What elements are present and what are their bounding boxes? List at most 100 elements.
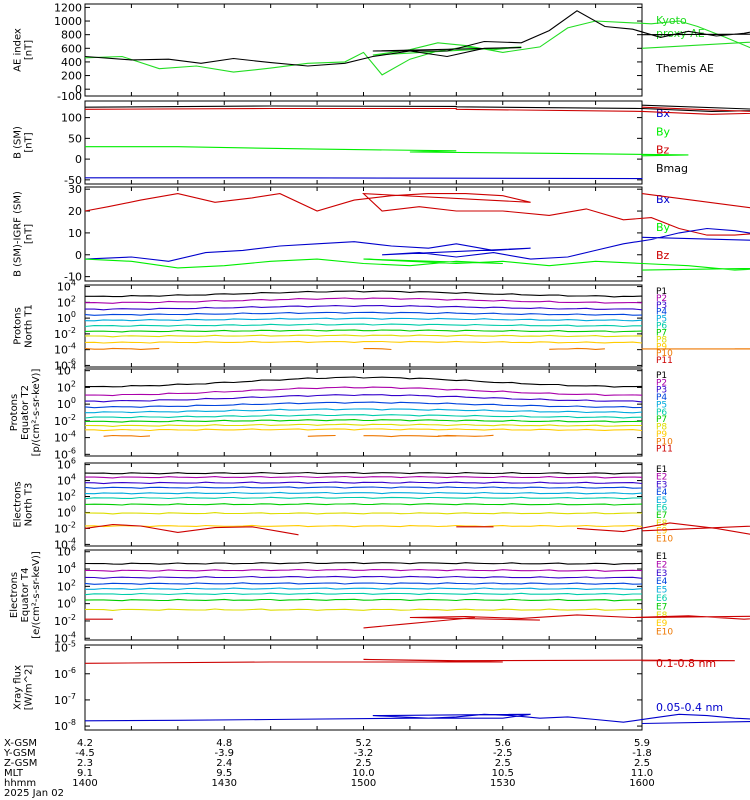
x-axis-value: -1.8 bbox=[632, 748, 652, 759]
date-label: 2025 Jan 02 bbox=[4, 788, 64, 799]
legend-entry: E9 bbox=[656, 527, 668, 537]
series-channel-2 bbox=[84, 297, 643, 304]
legend-entry: By bbox=[656, 221, 671, 234]
y-axis-label: Protons bbox=[13, 307, 24, 344]
y-tick-label: 600 bbox=[61, 42, 82, 55]
y-tick-label: 10 bbox=[68, 227, 82, 240]
x-axis-row-label: X-GSM bbox=[4, 738, 37, 749]
x-axis-value: 4.2 bbox=[77, 738, 93, 749]
panel-bigrf: -10 0 10 20 30 B (SM)-IGRF (SM) [nT] Bx By Bz bbox=[13, 183, 750, 284]
legend-entry: P6 bbox=[656, 322, 667, 332]
legend-entry: By bbox=[656, 125, 671, 138]
legend-entry: P6 bbox=[656, 408, 667, 418]
legend-entry: E4 bbox=[656, 488, 668, 498]
y-tick-label: 100 bbox=[57, 596, 76, 611]
series-channel-2 bbox=[85, 568, 643, 572]
y-axis-label: Electrons bbox=[13, 481, 24, 527]
y-axis-label: North T1 bbox=[24, 304, 35, 348]
y-axis-label: [nT] bbox=[24, 40, 35, 60]
series-themis-ae bbox=[84, 10, 750, 67]
legend-entry: E3 bbox=[656, 569, 667, 579]
series-channel-2 bbox=[85, 475, 643, 479]
panel-xray: 10-8 10-7 10-6 10-5 Xray flux [W/m^2] 0.1-0.8 … bbox=[13, 640, 750, 733]
y-axis-label: [W/m^2] bbox=[24, 665, 35, 711]
legend-entry: P5 bbox=[656, 315, 667, 325]
x-axis-value: 5.2 bbox=[356, 738, 372, 749]
legend-entry: P2 bbox=[656, 294, 667, 304]
y-tick-label: 10-2 bbox=[54, 326, 76, 341]
legend-entry: E2 bbox=[656, 560, 667, 570]
series-channel-10 bbox=[576, 522, 750, 535]
x-axis-value: 1500 bbox=[351, 778, 376, 789]
series-dbx bbox=[84, 227, 750, 262]
x-axis-value: 1430 bbox=[212, 778, 237, 789]
x-axis-row-label: MLT bbox=[4, 768, 24, 779]
y-tick-label: 100 bbox=[57, 504, 76, 519]
series-channel-1 bbox=[85, 376, 643, 388]
y-axis-label: North T3 bbox=[24, 483, 35, 527]
series-channel-10 bbox=[84, 347, 160, 350]
x-axis-value: -3.2 bbox=[354, 748, 374, 759]
series-channel-6 bbox=[84, 414, 643, 419]
y-tick-label: 1200 bbox=[54, 1, 82, 14]
legend-entry: P7 bbox=[656, 328, 667, 338]
series-bz bbox=[84, 106, 750, 115]
legend-entry: P3 bbox=[656, 301, 667, 311]
y-tick-label: 20 bbox=[68, 205, 82, 218]
x-axis-value: 5.9 bbox=[634, 738, 650, 749]
y-tick-label: 0 bbox=[75, 83, 82, 96]
legend-entry: P9 bbox=[656, 342, 667, 352]
y-tick-label: 104 bbox=[57, 473, 76, 488]
series-kyoto-proxy-ae bbox=[84, 20, 750, 76]
y-tick-label: 100 bbox=[57, 396, 76, 411]
legend-entry: P3 bbox=[656, 386, 667, 396]
series-channel-8 bbox=[84, 608, 642, 611]
y-tick-label: 400 bbox=[61, 56, 82, 69]
legend-entry: 0.05-0.4 nm bbox=[656, 701, 723, 714]
series-channel-7 bbox=[84, 598, 643, 602]
legend-entry: E1 bbox=[656, 465, 667, 475]
series-bx bbox=[85, 177, 643, 180]
y-tick-label: 10-4 bbox=[54, 430, 76, 445]
series-channel-7 bbox=[84, 419, 643, 423]
legend-entry: Bmag bbox=[656, 162, 688, 175]
y-tick-label: 106 bbox=[57, 457, 76, 472]
legend-entry: E7 bbox=[656, 511, 667, 521]
series-channel-8 bbox=[84, 334, 643, 338]
y-tick-label: 30 bbox=[68, 183, 82, 196]
x-axis-row-label: Y-GSM bbox=[3, 748, 36, 759]
legend-entry: E8 bbox=[656, 611, 668, 621]
x-axis-value: 5.6 bbox=[495, 738, 511, 749]
series-channel-9 bbox=[84, 524, 643, 528]
y-axis-label: B (SM)-IGRF (SM) bbox=[13, 191, 24, 277]
legend-entry: P7 bbox=[656, 415, 667, 425]
series-channel-7 bbox=[84, 503, 643, 506]
series-channel-10 bbox=[363, 348, 392, 351]
series-channel-1 bbox=[84, 561, 643, 565]
legend-entry: Bx bbox=[656, 107, 671, 120]
series-channel-3 bbox=[84, 575, 643, 579]
y-axis-label: Equator T4 bbox=[20, 568, 31, 623]
y-tick-label: 10-2 bbox=[54, 413, 76, 428]
legend-entry: E5 bbox=[656, 586, 667, 596]
series-channel-10 bbox=[307, 434, 336, 437]
panel-bsm: -50 0 50 100 B (SM) [nT] Bx By Bz Bmag bbox=[13, 100, 750, 187]
legend-entry: P10 bbox=[656, 437, 673, 447]
series-channel-10 bbox=[103, 434, 151, 438]
x-axis-value: 2.5 bbox=[356, 758, 372, 769]
y-axis-label: Xray flux bbox=[13, 665, 24, 710]
legend-entry: P1 bbox=[656, 371, 667, 381]
y-tick-label: 102 bbox=[57, 294, 76, 309]
series-by bbox=[85, 146, 689, 157]
y-tick-label: 102 bbox=[57, 379, 76, 394]
x-axis-value: 2.3 bbox=[77, 758, 93, 769]
series-channel-10 bbox=[549, 347, 605, 350]
series-channel-9 bbox=[409, 614, 750, 621]
series-dbz bbox=[84, 192, 750, 236]
y-tick-label: 1000 bbox=[54, 15, 82, 28]
